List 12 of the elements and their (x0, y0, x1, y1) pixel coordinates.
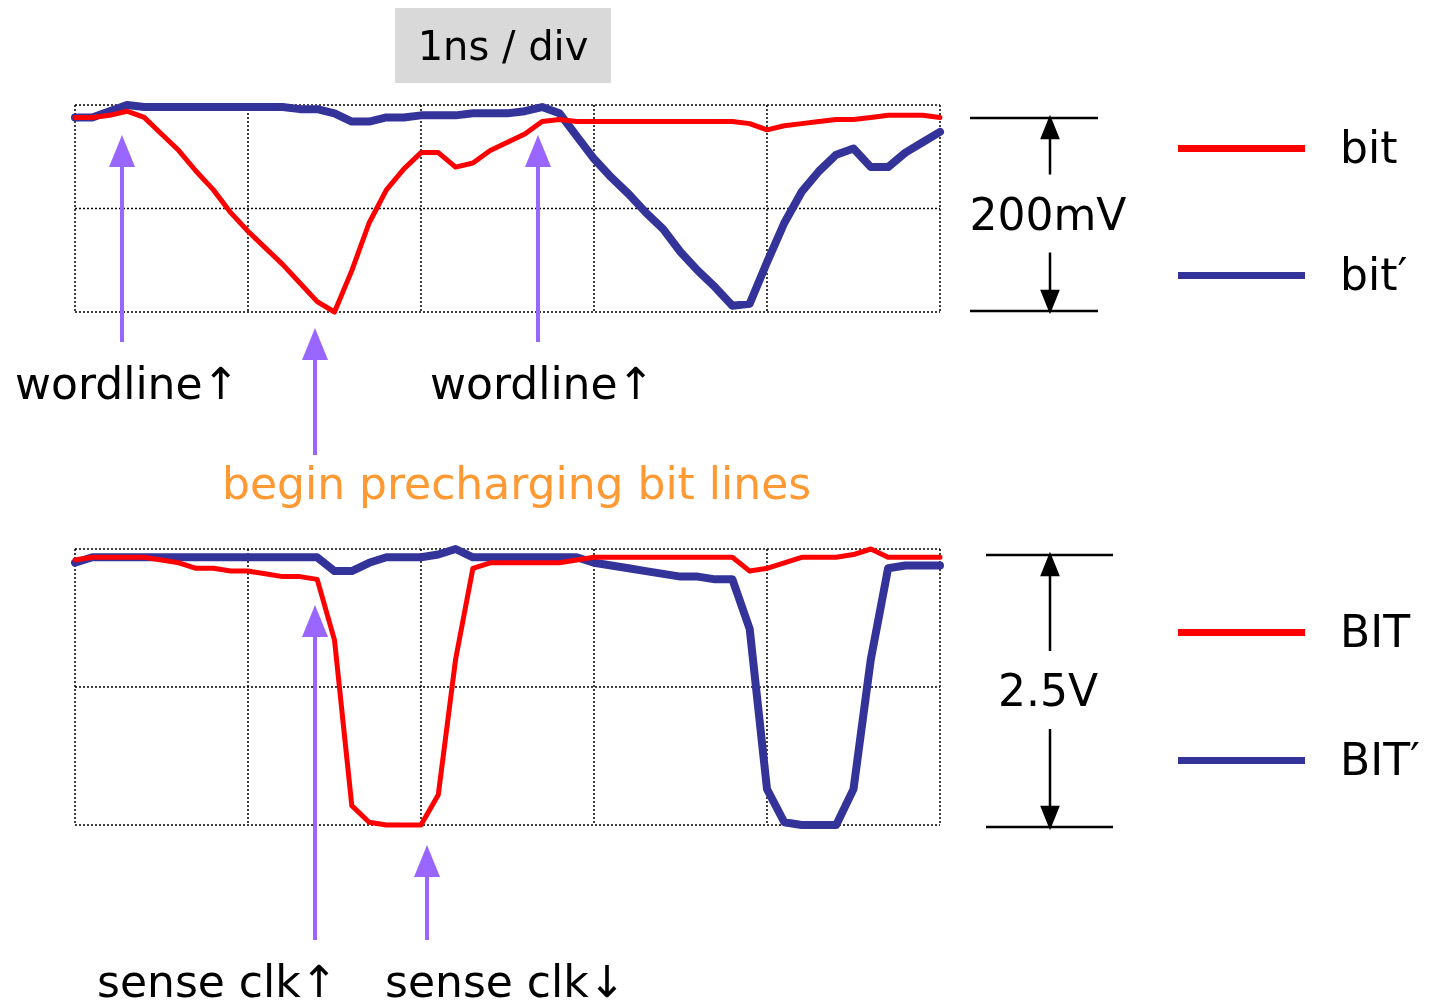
legend-label: BIT′ (1340, 734, 1421, 785)
legend-label: bit (1340, 122, 1398, 173)
text: sense clk↑ (97, 956, 338, 1007)
legend-label: bit′ (1340, 249, 1408, 300)
text: begin precharging bit lines (222, 458, 812, 509)
legend-label: BIT (1340, 606, 1411, 657)
text: 2.5V (997, 665, 1099, 716)
text: wordline↑ (430, 358, 655, 409)
text: 200mV (969, 188, 1127, 240)
text: sense clk↓ (385, 956, 626, 1007)
chart-title: 1ns / div (395, 8, 611, 83)
text: wordline↑ (15, 358, 240, 409)
